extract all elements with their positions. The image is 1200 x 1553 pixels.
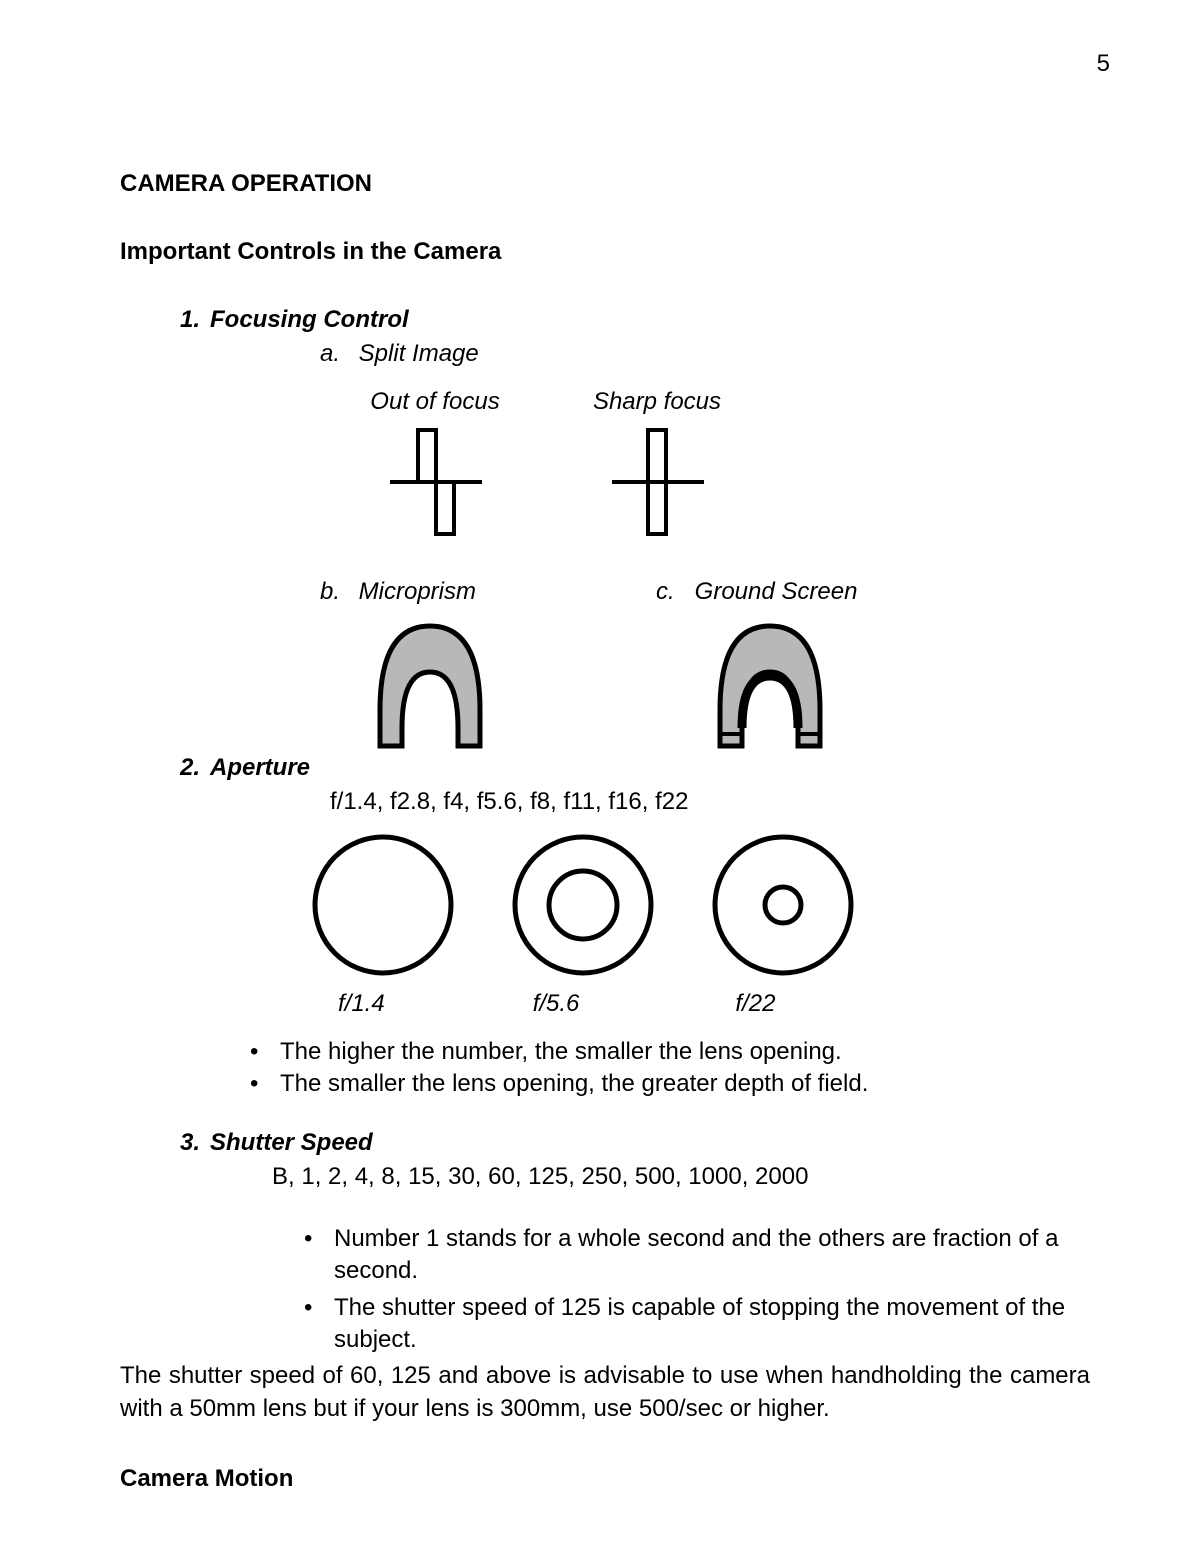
aperture-f22-icon	[708, 830, 858, 980]
shutter-bullets: • Number 1 stands for a whole second and…	[304, 1223, 1090, 1357]
aperture-label-f56: f/5.6	[533, 990, 580, 1018]
item1-c-label: c.	[656, 578, 688, 606]
microprism-icon	[360, 620, 500, 750]
aperture-f14-icon	[308, 830, 458, 980]
aperture-bullet-2-row: • The smaller the lens opening, the grea…	[250, 1068, 1090, 1100]
sharp-focus-label: Sharp focus	[582, 388, 732, 416]
out-of-focus-block: Out of focus	[360, 388, 510, 542]
item1-title: Focusing Control	[210, 306, 409, 334]
item1-a-label: a.	[320, 340, 352, 368]
ground-screen-icon	[700, 620, 840, 750]
page: 5 CAMERA OPERATION Important Controls in…	[0, 0, 1200, 1553]
section-heading: CAMERA OPERATION	[120, 170, 1090, 198]
aperture-label-row: f/1.4 f/5.6 f/22	[180, 990, 1090, 1018]
page-number: 5	[1097, 50, 1110, 78]
item2-num: 2.	[180, 754, 210, 782]
item1-num: 1.	[180, 306, 210, 334]
bc-row: b. Microprism c. Ground Screen	[180, 578, 1090, 606]
bullet-icon: •	[250, 1068, 280, 1100]
aperture-f-values: f/1.4, f2.8, f4, f5.6, f8, f11, f16, f22	[330, 788, 1090, 816]
camera-motion-heading: Camera Motion	[120, 1465, 1090, 1493]
shutter-paragraph: The shutter speed of 60, 125 and above i…	[120, 1360, 1090, 1425]
sharp-focus-icon	[582, 426, 732, 542]
list-item-1: 1. Focusing Control a. Split Image Out o…	[180, 306, 1090, 750]
sub-heading: Important Controls in the Camera	[120, 238, 1090, 266]
list-item-2: 2. Aperture f/1.4, f2.8, f4, f5.6, f8, f…	[180, 754, 1090, 1101]
aperture-bullet-1-row: • The higher the number, the smaller the…	[250, 1036, 1090, 1068]
sharp-focus-block: Sharp focus	[582, 388, 732, 542]
item1-b: b. Microprism	[320, 578, 476, 606]
item1-a: a. Split Image	[320, 340, 1090, 368]
bullet-icon: •	[304, 1223, 334, 1288]
list-item-3: 3. Shutter Speed B, 1, 2, 4, 8, 15, 30, …	[180, 1129, 1090, 1357]
bullet-icon: •	[304, 1292, 334, 1357]
shutter-bullet-2-row: • The shutter speed of 125 is capable of…	[304, 1292, 1090, 1357]
content: CAMERA OPERATION Important Controls in t…	[120, 170, 1090, 1493]
arch-row	[180, 620, 1090, 750]
split-image-row: Out of focus Sharp focus	[180, 388, 1090, 542]
item1-c-text: Ground Screen	[695, 578, 858, 605]
shutter-speeds: B, 1, 2, 4, 8, 15, 30, 60, 125, 250, 500…	[272, 1163, 1090, 1191]
shutter-bullet-1-row: • Number 1 stands for a whole second and…	[304, 1223, 1090, 1288]
aperture-diagram-row	[308, 830, 1090, 980]
item3-title: Shutter Speed	[210, 1129, 373, 1157]
item3-num: 3.	[180, 1129, 210, 1157]
aperture-bullet-2: The smaller the lens opening, the greate…	[280, 1068, 868, 1100]
item1-b-text: Microprism	[359, 578, 476, 605]
shutter-bullet-2: The shutter speed of 125 is capable of s…	[334, 1292, 1090, 1357]
bullet-icon: •	[250, 1036, 280, 1068]
aperture-label-f14: f/1.4	[338, 990, 385, 1018]
out-of-focus-label: Out of focus	[360, 388, 510, 416]
item1-a-text: Split Image	[359, 340, 479, 367]
aperture-bullets: • The higher the number, the smaller the…	[250, 1036, 1090, 1101]
out-of-focus-icon	[360, 426, 510, 542]
aperture-f56-icon	[508, 830, 658, 980]
item1-b-label: b.	[320, 578, 352, 606]
item2-title: Aperture	[210, 754, 310, 782]
aperture-label-f22: f/22	[735, 990, 775, 1018]
item1-c: c. Ground Screen	[656, 578, 857, 606]
shutter-bullet-1: Number 1 stands for a whole second and t…	[334, 1223, 1090, 1288]
aperture-bullet-1: The higher the number, the smaller the l…	[280, 1036, 842, 1068]
